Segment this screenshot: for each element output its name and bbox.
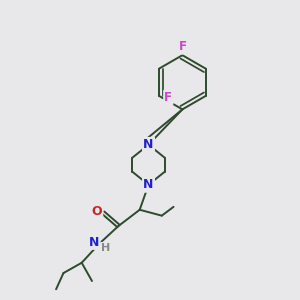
- Text: F: F: [178, 40, 186, 53]
- Text: N: N: [143, 178, 154, 191]
- Text: N: N: [89, 236, 99, 249]
- Text: N: N: [143, 178, 154, 191]
- Text: N: N: [143, 138, 154, 151]
- Text: N: N: [143, 138, 154, 151]
- Text: F: F: [164, 91, 172, 104]
- Text: H: H: [101, 243, 110, 253]
- Text: O: O: [92, 205, 102, 218]
